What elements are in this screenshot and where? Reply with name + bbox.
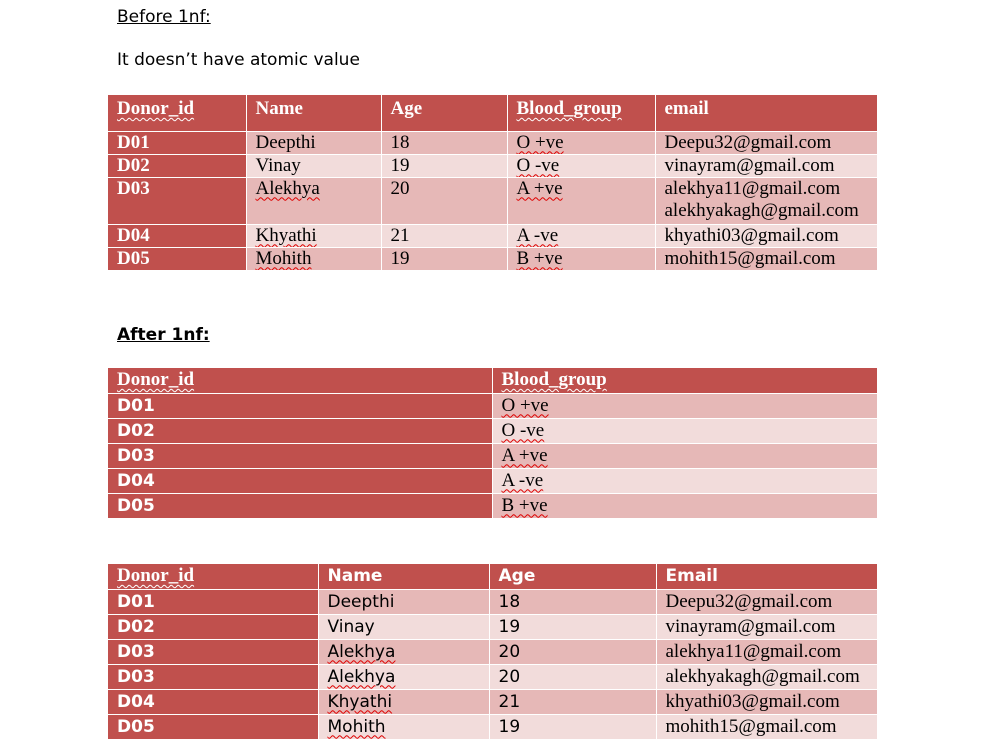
after-1nf-info-table: Donor_id Name Age Email D01 Deepthi 18 D… bbox=[108, 564, 877, 739]
email-cell: alekhya11@gmail.com bbox=[656, 639, 877, 665]
email-cell: khyathi03@gmail.com bbox=[655, 224, 877, 248]
email-cell: mohith15@gmail.com bbox=[655, 247, 877, 270]
donor-id-cell: D03 bbox=[108, 639, 319, 665]
table-row: D04 A -ve bbox=[108, 468, 877, 494]
table-row: D01 Deepthi 18 Deepu32@gmail.com bbox=[108, 589, 877, 615]
table-row: D05 B +ve bbox=[108, 493, 877, 518]
email-cell: alekhyakagh@gmail.com bbox=[656, 664, 877, 690]
age-cell: 21 bbox=[381, 224, 508, 248]
email-cell: vinayram@gmail.com bbox=[656, 614, 877, 640]
table-row: D04 Khyathi 21 A -ve khyathi03@gmail.com bbox=[108, 224, 877, 248]
age-cell: 19 bbox=[381, 247, 508, 270]
donor-id-cell: D04 bbox=[108, 224, 247, 248]
name-cell: Vinay bbox=[318, 614, 490, 640]
header-email: Email bbox=[656, 564, 877, 590]
header-age: Age bbox=[489, 564, 657, 590]
age-cell: 21 bbox=[489, 689, 657, 715]
table-header-row: Donor_id Name Age Email bbox=[108, 564, 877, 590]
name-cell: Alekhya bbox=[246, 177, 382, 225]
header-name: Name bbox=[246, 95, 382, 132]
age-cell: 19 bbox=[489, 714, 657, 739]
age-cell: 18 bbox=[381, 131, 508, 155]
header-blood-group: Blood_group bbox=[492, 368, 877, 394]
name-cell: Vinay bbox=[246, 154, 382, 178]
donor-id-cell: D02 bbox=[108, 614, 319, 640]
header-name: Name bbox=[318, 564, 490, 590]
age-cell: 19 bbox=[489, 614, 657, 640]
table-row: D02 O -ve bbox=[108, 418, 877, 444]
donor-id-cell: D05 bbox=[108, 714, 319, 739]
header-email: email bbox=[655, 95, 877, 132]
age-cell: 20 bbox=[381, 177, 508, 225]
blood-group-cell: O +ve bbox=[507, 131, 656, 155]
table-row: D01 O +ve bbox=[108, 393, 877, 419]
blood-group-cell: A -ve bbox=[507, 224, 656, 248]
name-cell: Deepthi bbox=[246, 131, 382, 155]
table-header-row: Donor_id Name Age Blood_group email bbox=[108, 95, 877, 132]
name-cell: Alekhya bbox=[318, 664, 490, 690]
table-row: D01 Deepthi 18 O +ve Deepu32@gmail.com bbox=[108, 131, 877, 155]
name-cell: Mohith bbox=[246, 247, 382, 270]
table-header-row: Donor_id Blood_group bbox=[108, 368, 877, 394]
donor-id-cell: D04 bbox=[108, 468, 493, 494]
blood-group-cell: O -ve bbox=[492, 418, 877, 444]
header-blood-group: Blood_group bbox=[507, 95, 656, 132]
before-1nf-table: Donor_id Name Age Blood_group email D01 … bbox=[108, 95, 877, 270]
donor-id-cell: D03 bbox=[108, 443, 493, 469]
blood-group-cell: O +ve bbox=[492, 393, 877, 419]
blood-group-cell: B +ve bbox=[507, 247, 656, 270]
table-row: D03 Alekhya 20 alekhya11@gmail.com bbox=[108, 639, 877, 665]
age-cell: 20 bbox=[489, 664, 657, 690]
blood-group-cell: B +ve bbox=[492, 493, 877, 518]
name-cell: Khyathi bbox=[318, 689, 490, 715]
donor-id-cell: D03 bbox=[108, 664, 319, 690]
name-cell: Mohith bbox=[318, 714, 490, 739]
age-cell: 18 bbox=[489, 589, 657, 615]
table-row: D05 Mohith 19 mohith15@gmail.com bbox=[108, 714, 877, 739]
donor-id-cell: D01 bbox=[108, 131, 247, 155]
header-donor-id: Donor_id bbox=[108, 95, 247, 132]
after-1nf-heading: After 1nf: bbox=[117, 325, 210, 345]
donor-id-cell: D05 bbox=[108, 493, 493, 518]
email-cell: Deepu32@gmail.com bbox=[656, 589, 877, 615]
table-row: D05 Mohith 19 B +ve mohith15@gmail.com bbox=[108, 247, 877, 270]
table-row: D03 A +ve bbox=[108, 443, 877, 469]
blood-group-cell: O -ve bbox=[507, 154, 656, 178]
age-cell: 20 bbox=[489, 639, 657, 665]
email-cell: alekhya11@gmail.com alekhyakagh@gmail.co… bbox=[655, 177, 877, 225]
header-donor-id: Donor_id bbox=[108, 368, 493, 394]
table-row: D03 Alekhya 20 alekhyakagh@gmail.com bbox=[108, 664, 877, 690]
email-cell: khyathi03@gmail.com bbox=[656, 689, 877, 715]
blood-group-cell: A +ve bbox=[492, 443, 877, 469]
donor-id-cell: D01 bbox=[108, 393, 493, 419]
header-donor-id: Donor_id bbox=[108, 564, 319, 590]
donor-id-cell: D01 bbox=[108, 589, 319, 615]
table-row: D02 Vinay 19 O -ve vinayram@gmail.com bbox=[108, 154, 877, 178]
donor-id-cell: D04 bbox=[108, 689, 319, 715]
name-cell: Alekhya bbox=[318, 639, 490, 665]
blood-group-cell: A +ve bbox=[507, 177, 656, 225]
age-cell: 19 bbox=[381, 154, 508, 178]
donor-id-cell: D03 bbox=[108, 177, 247, 225]
table-row: D02 Vinay 19 vinayram@gmail.com bbox=[108, 614, 877, 640]
email-cell: vinayram@gmail.com bbox=[655, 154, 877, 178]
email-cell: mohith15@gmail.com bbox=[656, 714, 877, 739]
before-1nf-note: It doesn’t have atomic value bbox=[117, 50, 360, 70]
name-cell: Khyathi bbox=[246, 224, 382, 248]
after-1nf-blood-table: Donor_id Blood_group D01 O +ve D02 O -ve… bbox=[108, 368, 877, 518]
blood-group-cell: A -ve bbox=[492, 468, 877, 494]
donor-id-cell: D02 bbox=[108, 418, 493, 444]
donor-id-cell: D02 bbox=[108, 154, 247, 178]
email-cell: Deepu32@gmail.com bbox=[655, 131, 877, 155]
email-line-2: alekhyakagh@gmail.com bbox=[664, 199, 859, 221]
before-1nf-heading: Before 1nf: bbox=[117, 7, 211, 27]
table-row: D03 Alekhya 20 A +ve alekhya11@gmail.com… bbox=[108, 177, 877, 225]
donor-id-cell: D05 bbox=[108, 247, 247, 270]
table-row: D04 Khyathi 21 khyathi03@gmail.com bbox=[108, 689, 877, 715]
header-age: Age bbox=[381, 95, 508, 132]
name-cell: Deepthi bbox=[318, 589, 490, 615]
email-line-1: alekhya11@gmail.com bbox=[664, 177, 841, 199]
